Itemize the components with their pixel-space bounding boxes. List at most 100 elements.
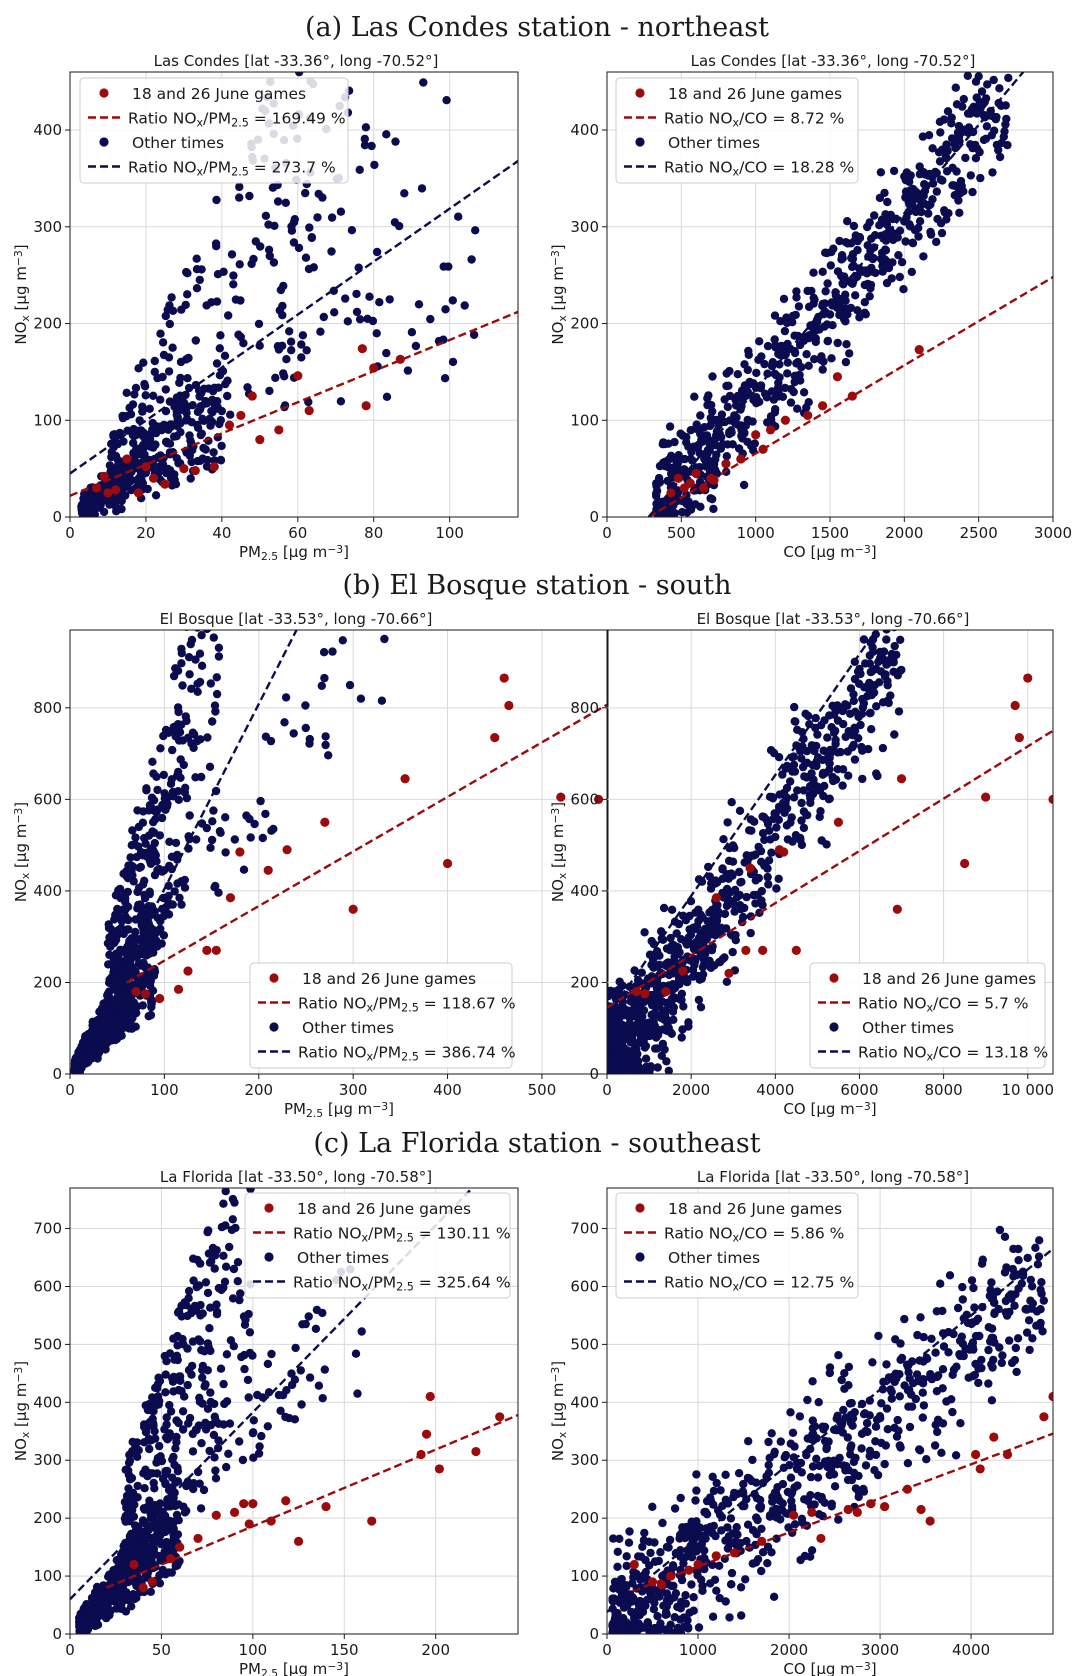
- data-point-other: [675, 1534, 684, 1543]
- data-point-other: [802, 810, 811, 820]
- data-point-other: [104, 1591, 114, 1600]
- data-point-other: [775, 360, 784, 369]
- data-point-other: [171, 838, 181, 848]
- data-point-other: [872, 702, 881, 711]
- data-point-other: [233, 1258, 243, 1267]
- data-point-game: [211, 1510, 221, 1520]
- data-point-other: [708, 1612, 718, 1621]
- data-point-other: [132, 1438, 142, 1447]
- data-point-other: [692, 922, 702, 931]
- data-point-other: [162, 1357, 171, 1366]
- data-point-other: [848, 262, 857, 272]
- data-point-other: [151, 429, 161, 438]
- data-point-other: [149, 391, 158, 400]
- data-point-other: [140, 1505, 149, 1514]
- data-point-other: [203, 733, 212, 742]
- data-point-other: [133, 1481, 142, 1491]
- data-point-other: [75, 1613, 85, 1623]
- data-point-other: [853, 306, 862, 315]
- data-point-other: [136, 961, 145, 970]
- data-point-other: [641, 1054, 651, 1063]
- data-point-other: [192, 284, 202, 293]
- data-point-other: [321, 732, 330, 741]
- data-point-other: [698, 963, 708, 972]
- data-point-other: [93, 1620, 103, 1629]
- data-point-game: [160, 479, 170, 489]
- data-point-game: [239, 1499, 249, 1509]
- data-point-other: [210, 456, 219, 465]
- data-point-other: [809, 775, 818, 784]
- data-point-other: [827, 354, 836, 363]
- data-point-other: [184, 1286, 194, 1296]
- data-point-game: [434, 1464, 444, 1474]
- data-point-other: [754, 355, 763, 364]
- data-point-other: [816, 355, 826, 364]
- data-point-other: [947, 134, 957, 143]
- data-point-other: [356, 694, 366, 703]
- data-point-other: [897, 258, 907, 267]
- data-point-game: [678, 966, 688, 976]
- data-point-other: [722, 977, 732, 986]
- y-tick-label: 600: [570, 790, 599, 808]
- data-point-other: [710, 961, 719, 970]
- data-point-other: [686, 930, 696, 939]
- data-point-other: [245, 191, 254, 201]
- x-tick-label: 500: [667, 524, 696, 542]
- data-point-other: [148, 827, 157, 836]
- data-point-other: [444, 262, 453, 271]
- data-point-other: [200, 590, 208, 598]
- data-point-other: [987, 1396, 997, 1405]
- data-point-other: [937, 228, 947, 238]
- data-point-other: [191, 1425, 201, 1434]
- data-point-other: [298, 331, 308, 340]
- data-point-other: [920, 186, 930, 196]
- data-point-other: [728, 947, 737, 957]
- data-point-other: [167, 293, 176, 302]
- data-point-other: [992, 112, 1001, 122]
- data-point-other: [220, 351, 230, 360]
- data-point-other: [984, 1379, 993, 1388]
- data-point-other: [154, 1534, 163, 1543]
- data-point-other: [884, 658, 893, 668]
- data-point-other: [124, 861, 133, 870]
- data-point-other: [637, 968, 646, 977]
- data-point-other: [212, 195, 221, 205]
- data-point-other: [111, 1035, 120, 1045]
- data-point-other: [887, 1394, 896, 1403]
- data-point-other: [690, 954, 699, 964]
- data-point-other: [248, 1428, 258, 1438]
- data-point-other: [235, 193, 244, 202]
- data-point-other: [131, 915, 140, 924]
- data-point-other: [699, 952, 708, 961]
- data-point-other: [317, 681, 326, 690]
- data-point-other: [184, 653, 194, 662]
- data-point-other: [914, 232, 923, 241]
- data-point-other: [905, 200, 914, 209]
- data-point-other: [145, 981, 155, 990]
- data-point-other: [843, 310, 852, 319]
- data-point-other: [653, 1063, 662, 1072]
- data-point-game: [490, 732, 500, 743]
- data-point-other: [151, 851, 160, 860]
- data-point-other: [942, 154, 951, 163]
- data-point-other: [384, 548, 392, 556]
- data-point-other: [209, 448, 218, 457]
- legend-label: Ratio NOx/PM2.5 = 273.7 %: [128, 159, 336, 179]
- data-point-other: [246, 1188, 255, 1194]
- data-point-other: [866, 708, 875, 718]
- data-point-other: [842, 340, 851, 349]
- data-point-other: [121, 1517, 130, 1526]
- data-point-other: [211, 707, 220, 716]
- data-point-other: [229, 271, 238, 280]
- data-point-other: [676, 1493, 685, 1503]
- data-point-other: [1000, 1232, 1010, 1242]
- data-point-other: [287, 222, 296, 231]
- data-point-other: [607, 1018, 617, 1027]
- data-point-other: [316, 327, 325, 336]
- data-point-game: [129, 1559, 139, 1570]
- data-point-other: [201, 1278, 211, 1287]
- data-point-other: [263, 1359, 273, 1369]
- data-point-other: [629, 1573, 638, 1582]
- data-point-other: [678, 431, 687, 440]
- x-tick-label: 4000: [756, 1081, 794, 1099]
